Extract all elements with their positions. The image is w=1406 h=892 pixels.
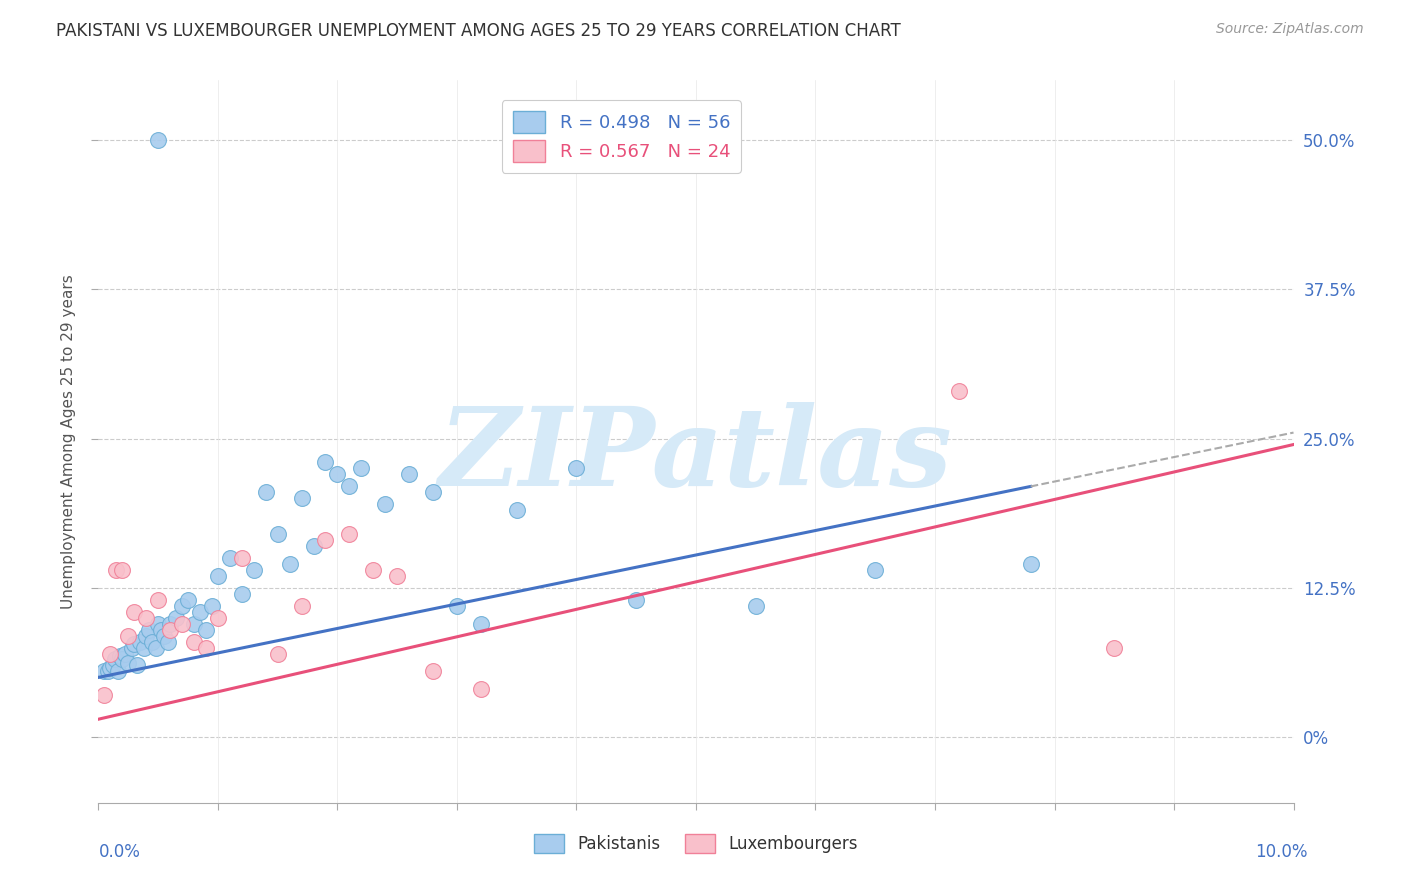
Point (350, 461, 373, 475)
Point (243, 563, 266, 577)
Point (156, 634, 179, 648)
Point (339, 527, 361, 541)
Point (1019, 557, 1042, 571)
Point (267, 527, 290, 541)
Point (148, 592, 170, 607)
Point (948, 384, 970, 398)
Point (165, 610, 187, 624)
Point (506, 503, 529, 517)
Point (153, 629, 176, 643)
Text: ZIPatlas: ZIPatlas (439, 402, 953, 509)
Point (315, 533, 337, 547)
Point (145, 640, 167, 655)
Point (135, 610, 157, 624)
Point (326, 467, 349, 482)
Point (219, 551, 242, 566)
Point (117, 656, 139, 670)
Point (117, 629, 139, 643)
Point (121, 640, 143, 655)
Point (446, 599, 468, 613)
Point (626, 592, 648, 607)
Text: 10.0%: 10.0% (1256, 843, 1308, 861)
Point (114, 647, 136, 661)
Point (422, 485, 444, 500)
Point (101, 658, 124, 673)
Legend: Pakistanis, Luxembourgers: Pakistanis, Luxembourgers (527, 827, 865, 860)
Point (149, 623, 172, 637)
Point (172, 616, 194, 631)
Point (1104, 640, 1126, 655)
Point (183, 634, 205, 648)
Point (183, 616, 205, 631)
Point (111, 563, 134, 577)
Point (124, 637, 146, 651)
Point (111, 652, 134, 666)
Point (98, 661, 122, 675)
Point (385, 569, 409, 583)
Point (231, 551, 253, 566)
Point (339, 479, 361, 493)
Point (188, 605, 211, 619)
Point (177, 592, 200, 607)
Point (148, 133, 170, 147)
Point (97, 665, 120, 679)
Point (124, 605, 146, 619)
Point (398, 467, 420, 482)
Point (108, 648, 131, 663)
Point (159, 616, 181, 631)
Point (93, 665, 115, 679)
Point (207, 569, 229, 583)
Point (195, 640, 218, 655)
Point (302, 539, 325, 553)
Point (745, 599, 768, 613)
Point (201, 599, 224, 613)
Point (125, 658, 148, 673)
Point (104, 652, 127, 666)
Point (132, 640, 155, 655)
Text: Source: ZipAtlas.com: Source: ZipAtlas.com (1216, 22, 1364, 37)
Point (172, 599, 194, 613)
Point (422, 665, 444, 679)
Point (315, 455, 337, 469)
Point (195, 623, 218, 637)
Point (135, 629, 157, 643)
Point (865, 563, 887, 577)
Text: PAKISTANI VS LUXEMBOURGER UNEMPLOYMENT AMONG AGES 25 TO 29 YEARS CORRELATION CHA: PAKISTANI VS LUXEMBOURGER UNEMPLOYMENT A… (56, 22, 901, 40)
Point (159, 623, 181, 637)
Point (291, 599, 314, 613)
Point (565, 461, 588, 475)
Point (129, 634, 152, 648)
Point (141, 634, 163, 648)
Y-axis label: Unemployment Among Ages 25 to 29 years: Unemployment Among Ages 25 to 29 years (60, 274, 76, 609)
Point (291, 491, 314, 506)
Point (470, 616, 492, 631)
Point (207, 610, 229, 624)
Point (105, 563, 128, 577)
Point (138, 623, 160, 637)
Point (267, 647, 290, 661)
Point (148, 616, 170, 631)
Point (107, 665, 129, 679)
Point (93, 689, 115, 703)
Point (374, 497, 396, 511)
Point (98, 647, 122, 661)
Text: 0.0%: 0.0% (98, 843, 141, 861)
Point (254, 485, 277, 500)
Point (278, 557, 301, 571)
Point (363, 563, 385, 577)
Point (231, 587, 253, 601)
Point (470, 682, 492, 697)
